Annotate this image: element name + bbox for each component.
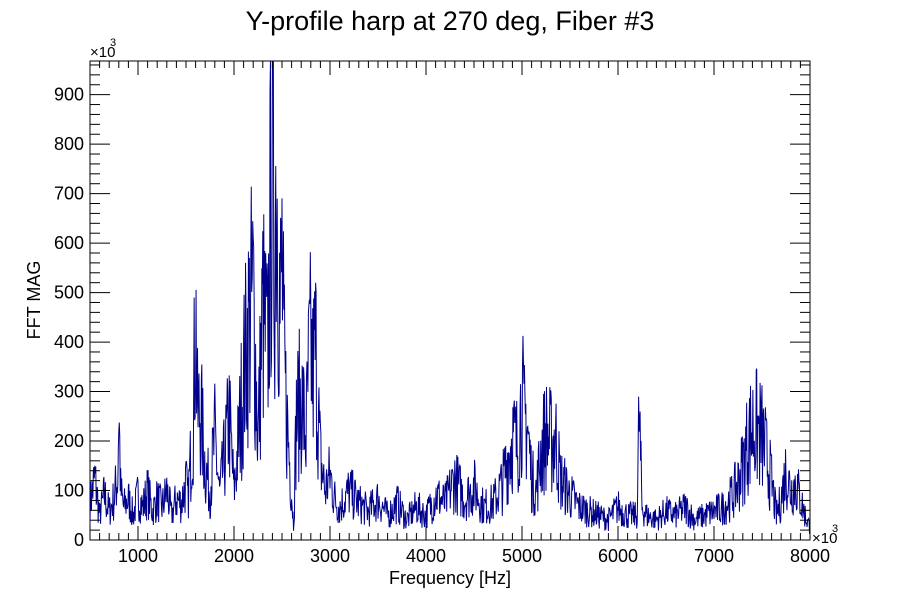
y-tick-label: 0: [74, 530, 84, 550]
y-tick-label: 700: [54, 184, 84, 204]
y-tick-label: 300: [54, 382, 84, 402]
series-line: [89, 60, 811, 534]
y-tick-label: 500: [54, 283, 84, 303]
x-axis-label: Frequency [Hz]: [389, 568, 511, 588]
x-tick-label: 4000: [406, 546, 446, 566]
y-axis-label: FFT MAG: [24, 261, 44, 340]
y-tick-label: 100: [54, 481, 84, 501]
y-tick-label: 600: [54, 233, 84, 253]
y-tick-label: 200: [54, 431, 84, 451]
x-tick-label: 3000: [310, 546, 350, 566]
x-multiplier-base: ×10: [812, 530, 837, 547]
x-tick-label: 2000: [214, 546, 254, 566]
y-tick-label: 400: [54, 332, 84, 352]
y-axis: 0 100 200 300 400 500 600 700 800 900: [54, 64, 810, 550]
y-multiplier-base: ×10: [90, 44, 115, 61]
x-multiplier-exponent: 3: [832, 523, 838, 535]
x-multiplier: ×10 3: [812, 523, 838, 547]
y-tick-label: 900: [54, 85, 84, 105]
x-tick-label: 1000: [118, 546, 158, 566]
plot-frame: [89, 60, 811, 541]
x-axis: 1000 2000 3000 4000 5000 6000 7000 8000: [99, 61, 830, 566]
x-tick-label: 5000: [502, 546, 542, 566]
x-tick-label: 7000: [694, 546, 734, 566]
y-tick-label: 800: [54, 134, 84, 154]
x-tick-label: 6000: [598, 546, 638, 566]
plot-area: [89, 60, 811, 541]
y-multiplier: ×10 3: [90, 37, 116, 61]
chart-title: Y-profile harp at 270 deg, Fiber #3: [246, 6, 655, 36]
x-tick-label: 8000: [790, 546, 830, 566]
y-multiplier-exponent: 3: [110, 37, 116, 49]
